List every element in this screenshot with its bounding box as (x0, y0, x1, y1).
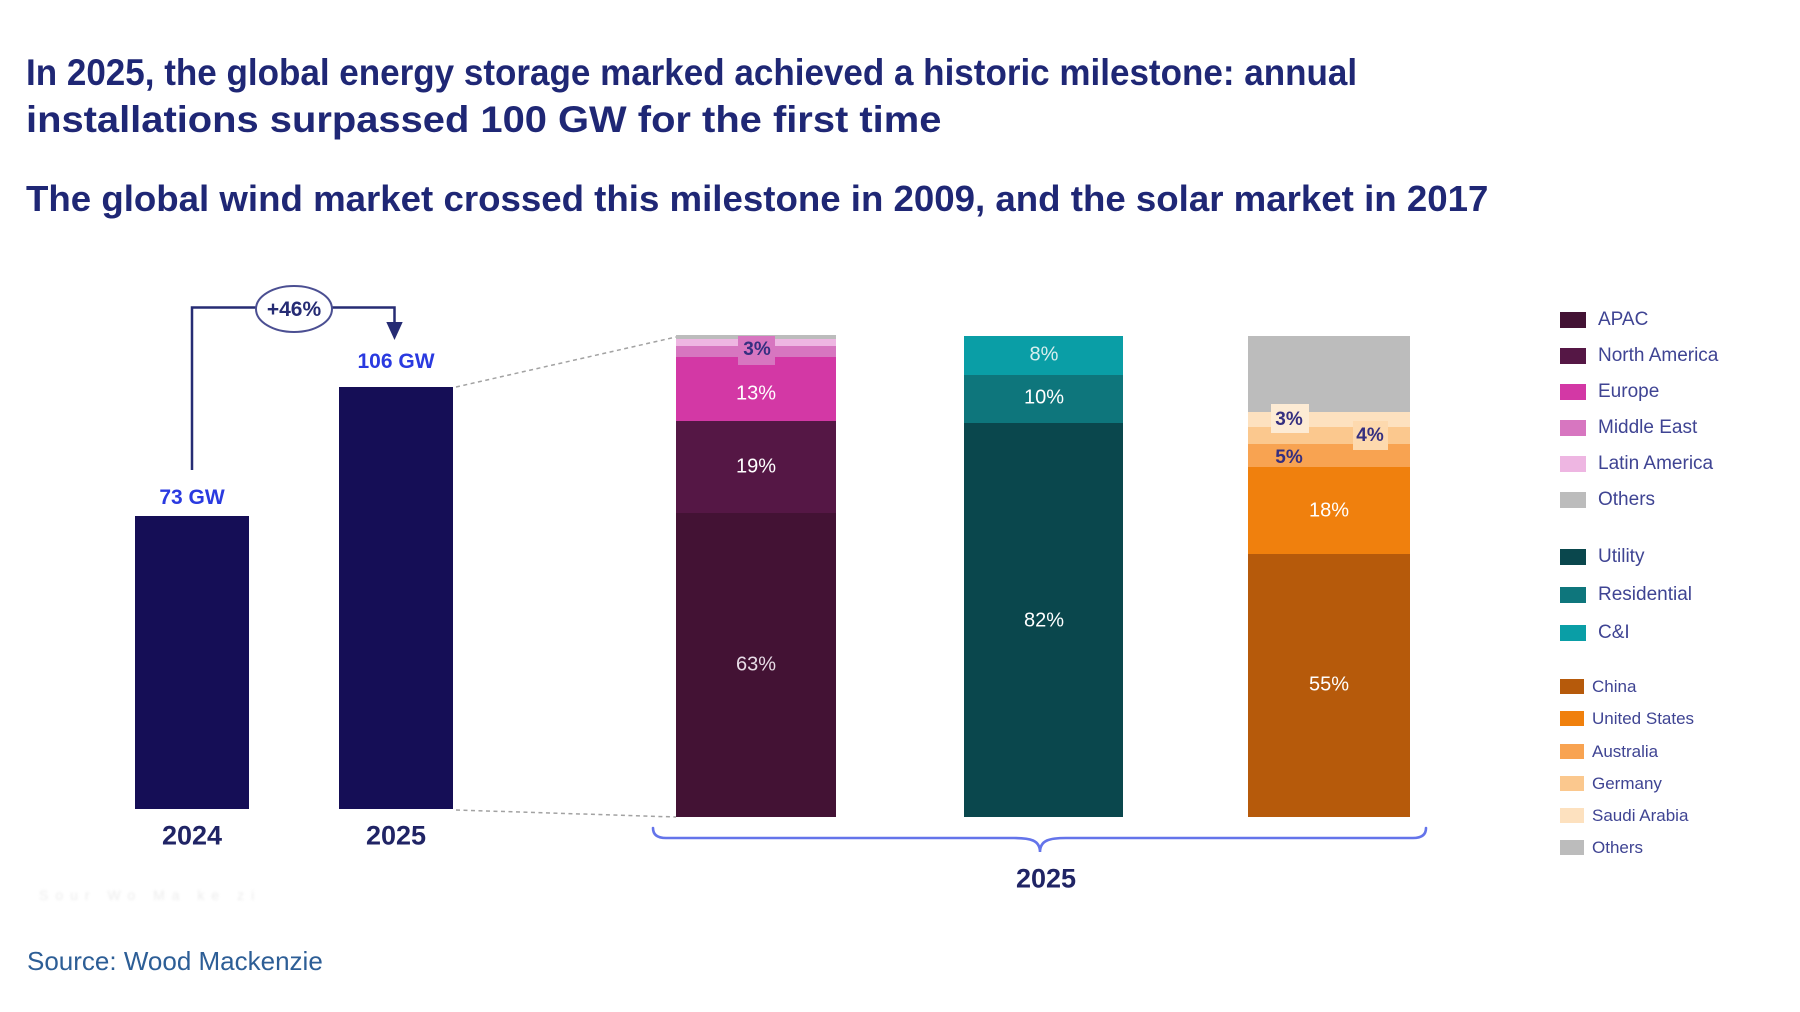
svg-text:+46%: +46% (267, 298, 322, 321)
